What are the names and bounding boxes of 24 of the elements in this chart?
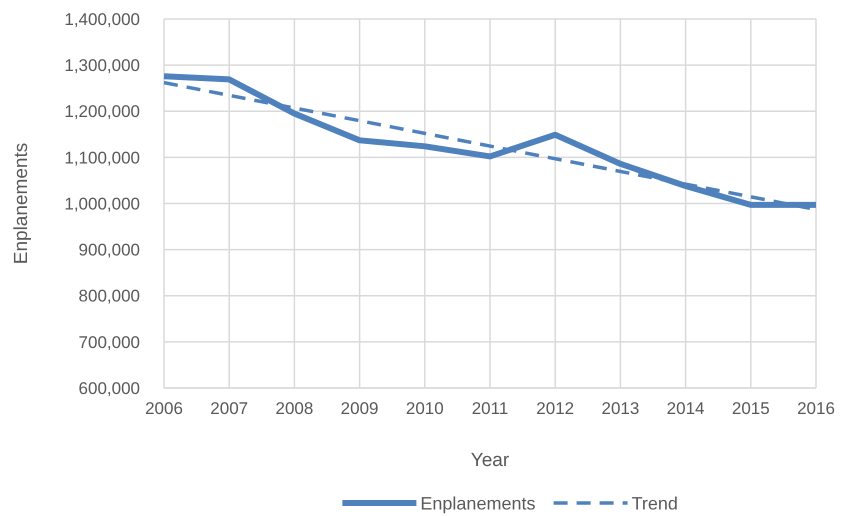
x-tick-label: 2007 <box>210 399 248 418</box>
y-tick-label: 700,000 <box>78 332 140 352</box>
x-tick-label: 2009 <box>340 399 379 418</box>
y-tick-label: 1,100,000 <box>64 148 140 168</box>
legend-label: Enplanements <box>420 493 536 514</box>
y-tick-label: 900,000 <box>78 240 140 260</box>
y-axis-title: Enplanements <box>11 142 32 264</box>
x-tick-label: 2008 <box>275 399 314 418</box>
x-tick-label: 2013 <box>601 399 640 418</box>
x-tick-label: 2012 <box>536 399 574 418</box>
x-tick-label: 2015 <box>732 399 770 418</box>
x-tick-label: 2011 <box>472 399 508 418</box>
y-tick-label: 800,000 <box>78 286 140 306</box>
y-tick-label: 1,400,000 <box>64 10 140 29</box>
y-tick-label: 1,300,000 <box>64 56 140 76</box>
y-tick-label: 1,200,000 <box>64 102 140 122</box>
y-tick-label: 1,000,000 <box>64 194 140 214</box>
x-tick-label: 2006 <box>145 399 183 418</box>
x-tick-label: 2014 <box>666 399 705 418</box>
x-tick-label: 2010 <box>406 399 444 418</box>
x-tick-label: 2016 <box>797 399 835 418</box>
y-tick-label: 600,000 <box>78 378 140 398</box>
x-axis-title: Year <box>470 450 510 471</box>
legend-label: Trend <box>632 493 678 514</box>
